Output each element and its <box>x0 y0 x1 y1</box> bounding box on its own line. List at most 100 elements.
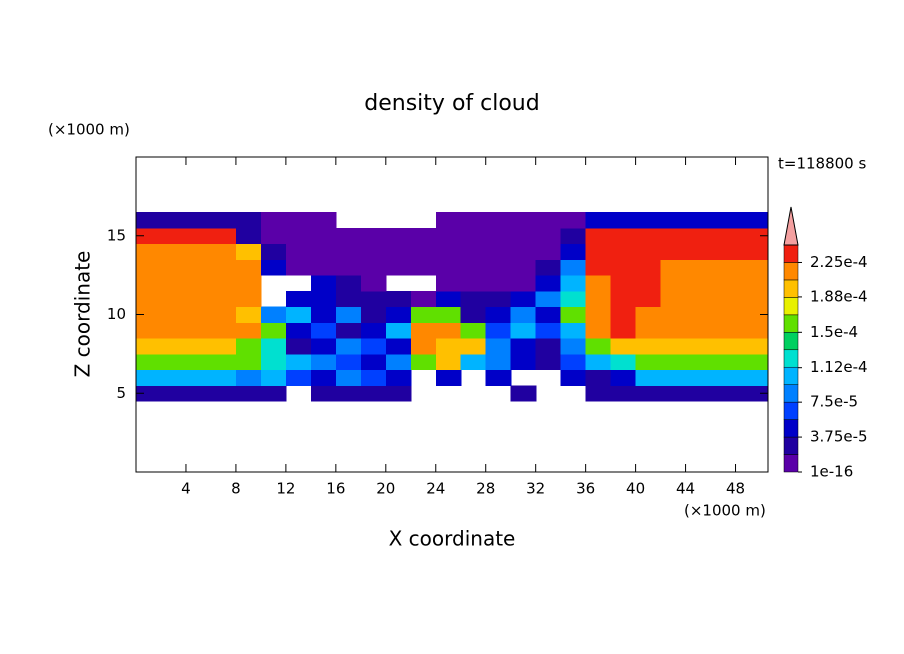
contour-cell <box>235 259 262 276</box>
contour-cell <box>510 322 537 339</box>
contour-cell <box>710 290 737 308</box>
contour-cell <box>535 338 562 355</box>
contour-cell <box>635 369 662 386</box>
contour-cell <box>310 306 337 323</box>
contour-cell <box>735 275 768 292</box>
contour-cell <box>485 322 512 339</box>
contour-cell <box>335 227 362 245</box>
contour-cell <box>210 259 237 276</box>
y-tick-label: 5 <box>116 384 126 402</box>
colorbar-tick-label: 3.75e-5 <box>810 428 868 446</box>
contour-cell <box>460 353 487 371</box>
contour-cell <box>435 259 462 276</box>
contour-cell <box>185 227 212 245</box>
contour-cell <box>460 275 487 292</box>
contour-cell <box>660 385 687 402</box>
contour-cell <box>560 322 587 339</box>
colorbar-tick-label: 7.5e-5 <box>810 393 858 411</box>
contour-cell <box>710 353 737 371</box>
colorbar-band <box>783 244 799 263</box>
contour-cell <box>435 227 462 245</box>
x-tick-label: 36 <box>576 480 595 498</box>
contour-cell <box>410 259 437 276</box>
contour-cell <box>360 385 387 402</box>
contour-cell <box>735 338 768 355</box>
contour-cell <box>360 243 387 260</box>
x-tick-label: 32 <box>526 480 545 498</box>
contour-cell <box>585 243 612 260</box>
contour-cell <box>460 306 487 323</box>
contour-cell <box>585 338 612 355</box>
contour-cell <box>610 353 637 371</box>
contour-cell <box>510 385 537 402</box>
contour-cell <box>660 227 687 245</box>
contour-cell <box>185 306 212 323</box>
contour-cell <box>585 290 612 308</box>
contour-cell <box>385 243 412 260</box>
x-axis-label: X coordinate <box>389 527 516 551</box>
contour-cell <box>660 275 687 292</box>
contour-cell <box>685 212 712 229</box>
contour-cell <box>560 306 587 323</box>
contour-cell <box>585 212 612 229</box>
contour-cell <box>310 212 337 229</box>
contour-cell <box>710 369 737 386</box>
contour-cell <box>735 227 768 245</box>
contour-cell <box>260 385 287 402</box>
contour-cell <box>160 275 187 292</box>
contour-cell <box>685 290 712 308</box>
contour-cell <box>185 369 212 386</box>
contour-cell <box>385 322 412 339</box>
contour-cell <box>235 385 262 402</box>
contour-cell <box>136 306 162 323</box>
contour-cell <box>160 338 187 355</box>
y-tick-label: 15 <box>107 226 126 244</box>
contour-cell <box>435 322 462 339</box>
x-tick-label: 8 <box>231 480 241 498</box>
contour-cell <box>585 322 612 339</box>
contour-cell <box>535 227 562 245</box>
contour-cell <box>635 306 662 323</box>
contour-cell <box>560 243 587 260</box>
contour-cell <box>560 212 587 229</box>
contour-cell <box>710 306 737 323</box>
contour-cell <box>235 227 262 245</box>
x-tick-label: 44 <box>676 480 695 498</box>
contour-cell <box>710 259 737 276</box>
contour-cell <box>710 385 737 402</box>
contour-cell <box>235 369 262 386</box>
contour-cell <box>260 243 287 260</box>
contour-cell <box>610 275 637 292</box>
contour-cell <box>485 227 512 245</box>
contour-cell <box>560 369 587 386</box>
contour-cell <box>535 243 562 260</box>
contour-cell <box>535 353 562 371</box>
contour-cell <box>510 306 537 323</box>
contour-cell <box>435 338 462 355</box>
contour-cell <box>585 227 612 245</box>
contour-cell <box>535 322 562 339</box>
contour-cell <box>235 322 262 339</box>
contour-cell <box>285 212 312 229</box>
y-axis-label: Z coordinate <box>71 251 95 378</box>
colorbar-tick-label: 1e-16 <box>810 463 853 481</box>
contour-cell <box>235 212 262 229</box>
contour-cell <box>410 306 437 323</box>
contour-cell <box>410 227 437 245</box>
contour-cell <box>385 227 412 245</box>
contour-cell <box>610 369 637 386</box>
contour-cell <box>210 212 237 229</box>
contour-cell <box>310 322 337 339</box>
contour-cell <box>435 212 462 229</box>
contour-cell <box>360 227 387 245</box>
x-tick-label: 48 <box>726 480 745 498</box>
contour-cell <box>660 290 687 308</box>
contour-cell <box>136 259 162 276</box>
contour-cell <box>535 275 562 292</box>
colorbar-tick-label: 2.25e-4 <box>810 253 868 271</box>
contour-cell <box>685 338 712 355</box>
contour-cell <box>210 338 237 355</box>
colorbar-tick-label: 1.5e-4 <box>810 323 858 341</box>
colorbar-band <box>783 419 799 438</box>
contour-cell <box>735 353 768 371</box>
